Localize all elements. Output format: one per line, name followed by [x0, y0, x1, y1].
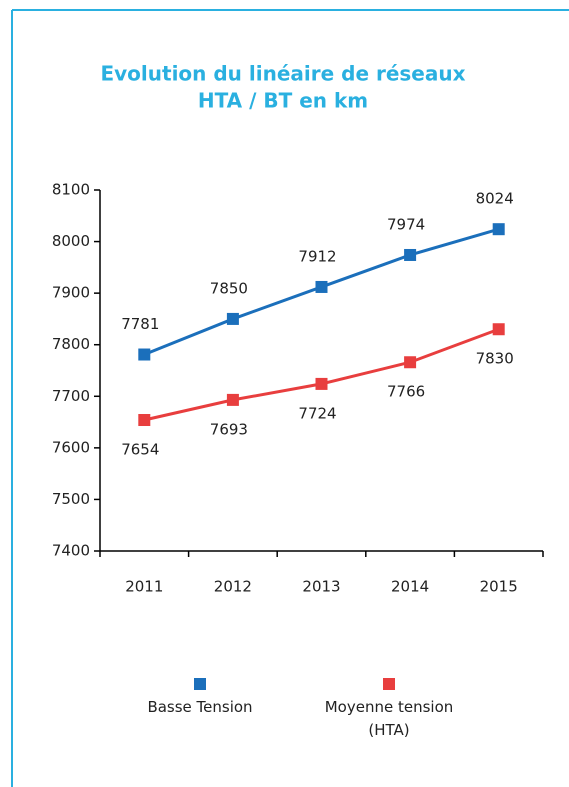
marker: [404, 248, 417, 261]
x-tick-label: 2013: [302, 578, 340, 596]
y-tick-label: 8100: [52, 181, 90, 199]
chart-title: HTA / BT en km: [198, 89, 368, 113]
marker: [138, 414, 151, 427]
y-tick-label: 7500: [52, 490, 90, 508]
marker: [226, 393, 239, 406]
x-tick-label: 2011: [125, 578, 163, 596]
data-label: 7724: [298, 404, 336, 422]
x-tick-label: 2012: [214, 578, 252, 596]
y-tick-label: 7800: [52, 335, 90, 353]
y-tick-label: 7400: [52, 542, 90, 560]
legend-label: Basse Tension: [147, 698, 253, 716]
chart-title: Evolution du linéaire de réseaux: [100, 62, 465, 86]
y-tick-label: 7900: [52, 284, 90, 302]
marker: [226, 312, 239, 325]
x-tick-label: 2014: [391, 578, 429, 596]
marker: [404, 356, 417, 369]
marker: [138, 348, 151, 361]
y-tick-label: 8000: [52, 232, 90, 250]
data-label: 7830: [476, 350, 514, 368]
marker: [315, 377, 328, 390]
data-label: 7912: [298, 247, 336, 265]
marker: [315, 280, 328, 293]
legend-swatch: [383, 678, 395, 690]
data-label: 7781: [121, 315, 159, 333]
data-label: 7693: [210, 420, 248, 438]
data-label: 7974: [387, 215, 425, 233]
data-label: 8024: [476, 190, 514, 208]
legend-label: Moyenne tension (HTA): [324, 698, 454, 739]
data-label: 7766: [387, 383, 425, 401]
legend-swatch: [194, 678, 206, 690]
x-tick-label: 2015: [480, 578, 518, 596]
data-label: 7850: [210, 279, 248, 297]
marker: [492, 323, 505, 336]
marker: [492, 223, 505, 236]
y-tick-label: 7600: [52, 438, 90, 456]
y-tick-label: 7700: [52, 387, 90, 405]
data-label: 7654: [121, 441, 159, 459]
